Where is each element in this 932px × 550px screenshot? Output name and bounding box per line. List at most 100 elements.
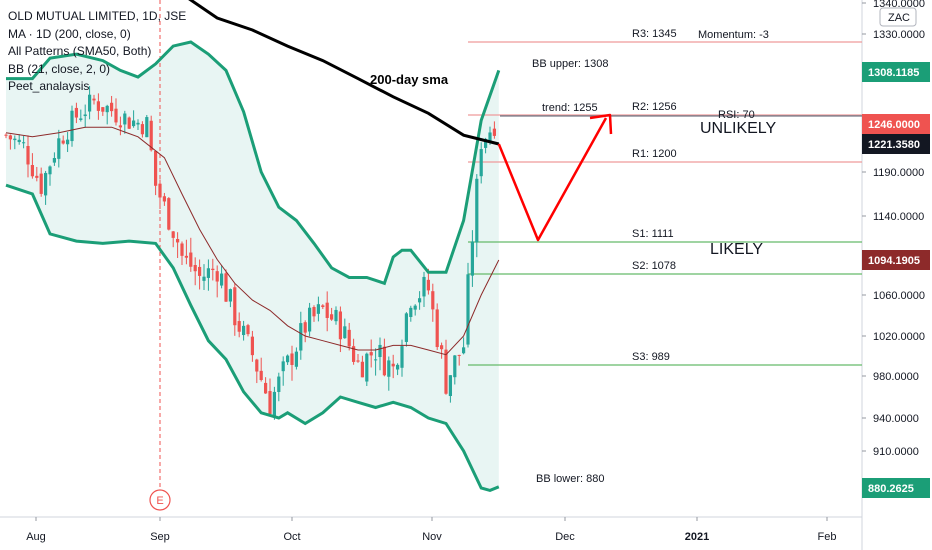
candle-body [57,138,61,159]
projection-arrow [497,117,608,242]
y-tick-label: 940.0000 [873,413,919,425]
candle-body [409,307,413,318]
indicator-bb[interactable]: BB (21, close, 2, 0) [8,61,111,76]
candle-body [136,122,140,125]
candle-body [154,150,158,186]
candle-body [418,298,422,303]
candle-body [48,166,52,175]
candle-body [83,114,87,117]
candle-body [44,172,48,196]
x-tick-label: Aug [26,531,46,543]
candle-body [74,107,78,118]
x-tick-label: Sep [150,531,170,543]
price-badge [862,478,930,498]
candle-body [198,266,202,276]
candle-body [140,124,144,135]
candle-body [453,355,457,378]
candle-body [246,325,250,335]
price-badge-label: 1246.0000 [868,119,920,131]
y-tick-label: 1140.0000 [873,211,924,223]
candle-body [272,391,276,417]
candle-body [35,175,39,178]
candle-body [250,336,254,356]
bb-upper [6,40,501,286]
candle-body [268,391,272,414]
candle-body [17,139,21,143]
candle-body [404,313,408,342]
candle-body [352,346,356,362]
bb-lower [5,183,500,492]
candle-body [105,105,109,113]
candle-body [242,325,246,336]
y-tick-label: 980.0000 [873,371,919,383]
candle-body [158,183,162,198]
price-badge [862,134,930,154]
candle-body [162,196,166,202]
candle-body [281,361,285,372]
candle-body [422,276,426,297]
candle-body [475,178,479,243]
candle-body [176,238,180,243]
level-label: R1: 1200 [632,148,677,160]
candle-body [303,322,307,333]
rsi-label: RSI: 70 [718,109,755,121]
candle-body [145,117,149,138]
candle-body [61,140,65,144]
candle-body [101,107,105,112]
candle-body [396,364,400,370]
candle-body [426,279,430,291]
candle-body [391,363,395,367]
price-badge [862,114,930,134]
level-label: S2: 1078 [632,260,676,272]
candle-body [233,287,237,326]
currency-badge-label: ZAC [888,12,910,24]
candle-body [202,276,206,281]
candle-body [462,347,466,354]
x-tick-label: Nov [422,531,442,543]
candle-body [488,132,492,143]
sma-label: 200-day sma [370,72,449,87]
candle-body [220,273,224,286]
candle-body [435,309,439,348]
candle-body [30,165,34,177]
candle-body [132,120,136,127]
unlikely-label: UNLIKELY [700,120,777,137]
candle-body [479,149,483,177]
candle-body [215,271,219,282]
currency-badge [879,7,917,27]
candle-body [400,346,404,368]
candle-body [52,158,56,163]
bb-lower-label: BB lower: 880 [536,473,604,485]
candle-body [149,120,153,151]
candle-body [224,273,228,302]
price-badge-label: 1308.1185 [868,67,919,79]
candle-body [110,102,114,112]
chart-title: OLD MUTUAL LIMITED, 1D, JSE [8,9,187,23]
candle-body [96,101,100,111]
candle-body [360,361,364,378]
bb-upper-label: BB upper: 1308 [532,58,608,70]
candle-body [206,268,210,278]
candle-body [321,305,325,307]
candle-body [374,359,378,361]
candle-body [470,241,474,276]
indicator-patterns[interactable]: All Patterns (SMA50, Both) [8,44,152,58]
x-tick-label: 2021 [685,531,709,543]
candle-body [8,135,12,140]
candle-body [22,142,26,144]
candle-body [277,376,281,392]
price-badge-label: 1221.3580 [868,139,920,151]
candle-body [26,146,30,165]
level-label: R2: 1256 [632,101,677,113]
candle-body [123,113,127,125]
y-tick-label: 1190.0000 [873,167,924,179]
indicator-ma[interactable]: MA · 1D (200, close, 0) [8,26,131,41]
candle-body [378,344,382,358]
sma-200-line [188,0,500,146]
momentum-label: Momentum: -3 [698,29,769,41]
indicator-peet[interactable]: Peet_analaysis [8,79,90,93]
candle-body [382,346,386,376]
candle-body [299,323,303,351]
candle-body [255,359,259,372]
